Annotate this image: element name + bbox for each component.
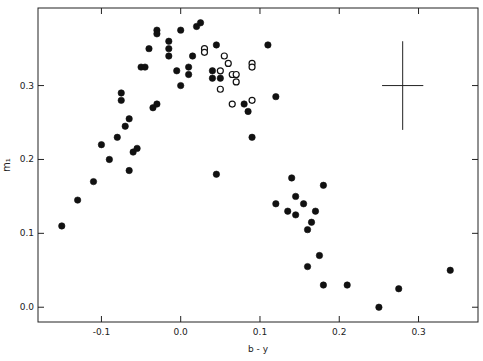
filled-point — [447, 267, 453, 273]
filled-point — [118, 90, 124, 96]
filled-point — [146, 45, 152, 51]
filled-point — [304, 263, 310, 269]
y-tick-label: 0.1 — [20, 228, 34, 238]
filled-point — [98, 141, 104, 147]
x-axis-label: b - y — [248, 344, 269, 354]
open-point — [233, 79, 239, 85]
filled-point — [114, 134, 120, 140]
filled-point — [74, 197, 80, 203]
filled-point — [166, 38, 172, 44]
filled-point — [166, 45, 172, 51]
filled-point — [300, 201, 306, 207]
y-tick — [472, 85, 478, 86]
open-point — [217, 68, 223, 74]
filled-point — [118, 97, 124, 103]
x-tick-label: 0.2 — [332, 327, 346, 337]
points — [59, 20, 454, 311]
filled-point — [292, 193, 298, 199]
y-tick — [472, 307, 478, 308]
x-tick — [339, 316, 340, 322]
filled-point — [213, 42, 219, 48]
x-tick-label: 0.0 — [174, 327, 189, 337]
filled-point — [217, 75, 223, 81]
filled-point — [213, 171, 219, 177]
filled-point — [288, 175, 294, 181]
y-tick-label: 0.2 — [20, 154, 34, 164]
filled-point — [285, 208, 291, 214]
open-point — [249, 64, 255, 70]
filled-point — [106, 156, 112, 162]
x-tick — [180, 316, 181, 322]
filled-point — [185, 64, 191, 70]
x-tick — [339, 8, 340, 14]
filled-point — [166, 53, 172, 59]
filled-point — [178, 82, 184, 88]
filled-point — [174, 68, 180, 74]
open-point — [249, 97, 255, 103]
open-point — [229, 101, 235, 107]
filled-point — [209, 68, 215, 74]
open-point — [233, 71, 239, 77]
filled-point — [90, 178, 96, 184]
filled-point — [122, 123, 128, 129]
x-tick — [418, 8, 419, 14]
filled-point — [134, 145, 140, 151]
filled-point — [209, 75, 215, 81]
filled-point — [154, 101, 160, 107]
filled-point — [320, 182, 326, 188]
filled-point — [189, 53, 195, 59]
filled-point — [316, 252, 322, 258]
x-tick — [259, 8, 260, 14]
filled-point — [396, 286, 402, 292]
filled-point — [59, 223, 65, 229]
x-tick-label: -0.1 — [93, 327, 111, 337]
open-point — [217, 86, 223, 92]
filled-point — [245, 108, 251, 114]
filled-point — [312, 208, 318, 214]
chart: -0.1 0.0 0.1 0.2 0.3 0.0 0.1 0.2 0.3 b - y m₁ — [0, 0, 483, 361]
filled-point — [344, 282, 350, 288]
filled-point — [308, 219, 314, 225]
filled-point — [126, 116, 132, 122]
plot-frame — [38, 8, 478, 322]
filled-point — [265, 42, 271, 48]
error-bar-horizontal — [382, 85, 423, 86]
filled-point — [185, 71, 191, 77]
filled-point — [273, 201, 279, 207]
filled-point — [304, 226, 310, 232]
y-tick — [472, 159, 478, 160]
open-point — [201, 49, 207, 55]
y-tick — [38, 307, 44, 308]
y-axis-label: m₁ — [1, 158, 12, 172]
y-tick — [38, 159, 44, 160]
filled-point — [197, 20, 203, 26]
y-tick-label: 0.3 — [20, 81, 34, 91]
filled-point — [320, 282, 326, 288]
filled-point — [142, 64, 148, 70]
filled-point — [292, 212, 298, 218]
y-tick — [472, 233, 478, 234]
filled-point — [376, 304, 382, 310]
x-tick — [418, 316, 419, 322]
filled-point — [273, 93, 279, 99]
y-tick — [38, 233, 44, 234]
filled-point — [241, 101, 247, 107]
filled-point — [154, 31, 160, 37]
x-tick — [101, 316, 102, 322]
x-tick-label: 0.3 — [411, 327, 425, 337]
open-point — [225, 60, 231, 66]
open-point — [221, 53, 227, 59]
filled-point — [178, 27, 184, 33]
y-tick — [38, 85, 44, 86]
x-tick — [259, 316, 260, 322]
y-tick-label: 0.0 — [20, 302, 35, 312]
x-tick — [180, 8, 181, 14]
x-tick — [101, 8, 102, 14]
filled-point — [249, 134, 255, 140]
filled-point — [126, 167, 132, 173]
x-tick-label: 0.1 — [253, 327, 267, 337]
